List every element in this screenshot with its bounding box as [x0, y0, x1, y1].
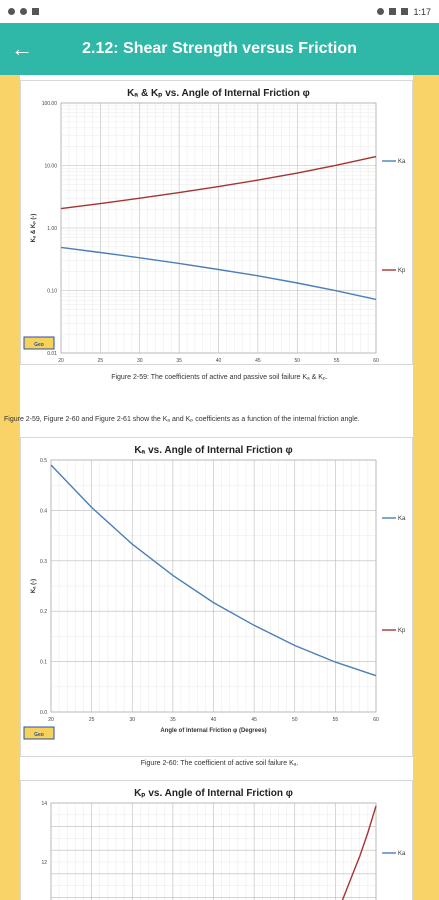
logo-icon: [23, 726, 55, 740]
legend-label-kp: Kp: [398, 268, 406, 274]
body-paragraph: Figure 2-59, Figure 2-60 and Figure 2-61…: [4, 416, 360, 423]
chart-ka-kp-log: Kₐ & Kₚ vs. Angle of Internal Friction φ…: [23, 88, 406, 375]
x-tick-label: 45: [251, 717, 257, 723]
battery-icon: [401, 8, 409, 15]
y-tick-label: 0.01: [47, 351, 57, 357]
x-tick-label: 20: [48, 717, 54, 723]
y-tick-label: 0.0: [40, 710, 47, 716]
x-tick-label: 30: [129, 717, 135, 723]
x-tick-label: 40: [211, 717, 217, 723]
x-tick-label: 25: [89, 717, 95, 723]
back-arrow-icon[interactable]: ←: [11, 36, 33, 61]
chart-title: Kₚ vs. Angle of Internal Friction φ: [134, 788, 293, 799]
y-tick-label: 0.2: [40, 609, 47, 615]
notification-icon: [20, 8, 27, 15]
right-margin-strip: [413, 75, 439, 900]
x-tick-label: 20: [58, 358, 64, 364]
x-tick-label: 35: [176, 358, 182, 364]
logo-text: Geo: [34, 732, 44, 738]
status-bar: 1:17: [0, 0, 439, 23]
legend-label-ka: Ka: [398, 516, 406, 522]
series-line-kp: [60, 155, 377, 210]
x-tick-label: 50: [294, 358, 300, 364]
chart-title: Kₐ vs. Angle of Internal Friction φ: [134, 445, 292, 456]
legend-label-ka: Ka: [398, 159, 406, 165]
y-tick-label: 0.3: [40, 559, 47, 565]
series-line-ka: [60, 246, 377, 301]
y-tick-label: 0.4: [40, 508, 47, 514]
figure-2-59: Kₐ & Kₚ vs. Angle of Internal Friction φ…: [20, 80, 413, 375]
x-tick-label: 60: [373, 717, 379, 723]
x-tick-label: 55: [333, 717, 339, 723]
y-tick-label: 0.10: [47, 289, 57, 295]
alarm-icon: [377, 8, 385, 15]
signal-icon: [389, 8, 397, 15]
figure-2-59-caption: Figure 2-59: The coefficients of active …: [111, 374, 328, 381]
status-left: [8, 8, 39, 15]
app-icon: [32, 8, 39, 15]
figure-2-60-caption: Figure 2-60: The coefficient of active s…: [140, 760, 299, 767]
status-right: 1:17: [377, 7, 431, 17]
x-tick-label: 45: [255, 358, 261, 364]
legend-label-ka: Ka: [398, 851, 406, 857]
logo-text: Geo: [34, 342, 44, 348]
x-tick-label: 40: [216, 358, 222, 364]
chart-title: Kₐ & Kₚ vs. Angle of Internal Friction φ: [127, 88, 310, 99]
x-tick-label: 30: [137, 358, 143, 364]
x-axis-label: Angle of Internal Friction φ (Degrees): [160, 728, 266, 734]
y-axis-label: Kₐ (-): [31, 579, 37, 593]
content-area[interactable]: Kₐ & Kₚ vs. Angle of Internal Friction φ…: [0, 75, 439, 900]
y-tick-label: 1.00: [47, 226, 57, 232]
chart-ka-linear: Kₐ vs. Angle of Internal Friction φ 0.0 0.…: [23, 445, 406, 740]
figure-2-60: Kₐ vs. Angle of Internal Friction φ 0.0 0.…: [20, 437, 413, 757]
x-tick-label: 60: [373, 358, 379, 364]
x-tick-label: 55: [334, 358, 340, 364]
x-tick-label: 50: [292, 717, 298, 723]
y-axis-label: Kₐ & Kₚ (-): [31, 214, 37, 243]
notification-icon: [8, 8, 15, 15]
y-tick-label: 10.00: [44, 164, 57, 170]
x-tick-label: 25: [98, 358, 104, 364]
status-time: 1:17: [413, 6, 431, 17]
left-margin-strip: [0, 75, 20, 900]
y-tick-label: 14: [41, 801, 47, 807]
app-bar: ← 2.12: Shear Strength versus Friction: [0, 23, 439, 75]
y-tick-label: 12: [41, 860, 47, 866]
x-tick-label: 35: [170, 717, 176, 723]
y-tick-label: 100.00: [42, 101, 58, 107]
y-tick-label: 0.1: [40, 660, 47, 666]
figure-2-61: Kₚ vs. Angle of Internal Friction φ 12 14 K…: [20, 780, 413, 900]
legend-label-kp: Kp: [398, 628, 406, 634]
page-title: 2.12: Shear Strength versus Friction: [82, 40, 357, 57]
series-line-ka: [50, 464, 377, 677]
logo-icon: [23, 336, 55, 350]
series-line-kp: [341, 805, 377, 900]
chart-kp-linear: Kₚ vs. Angle of Internal Friction φ 12 14 K…: [41, 788, 406, 900]
y-tick-label: 0.5: [40, 458, 47, 464]
